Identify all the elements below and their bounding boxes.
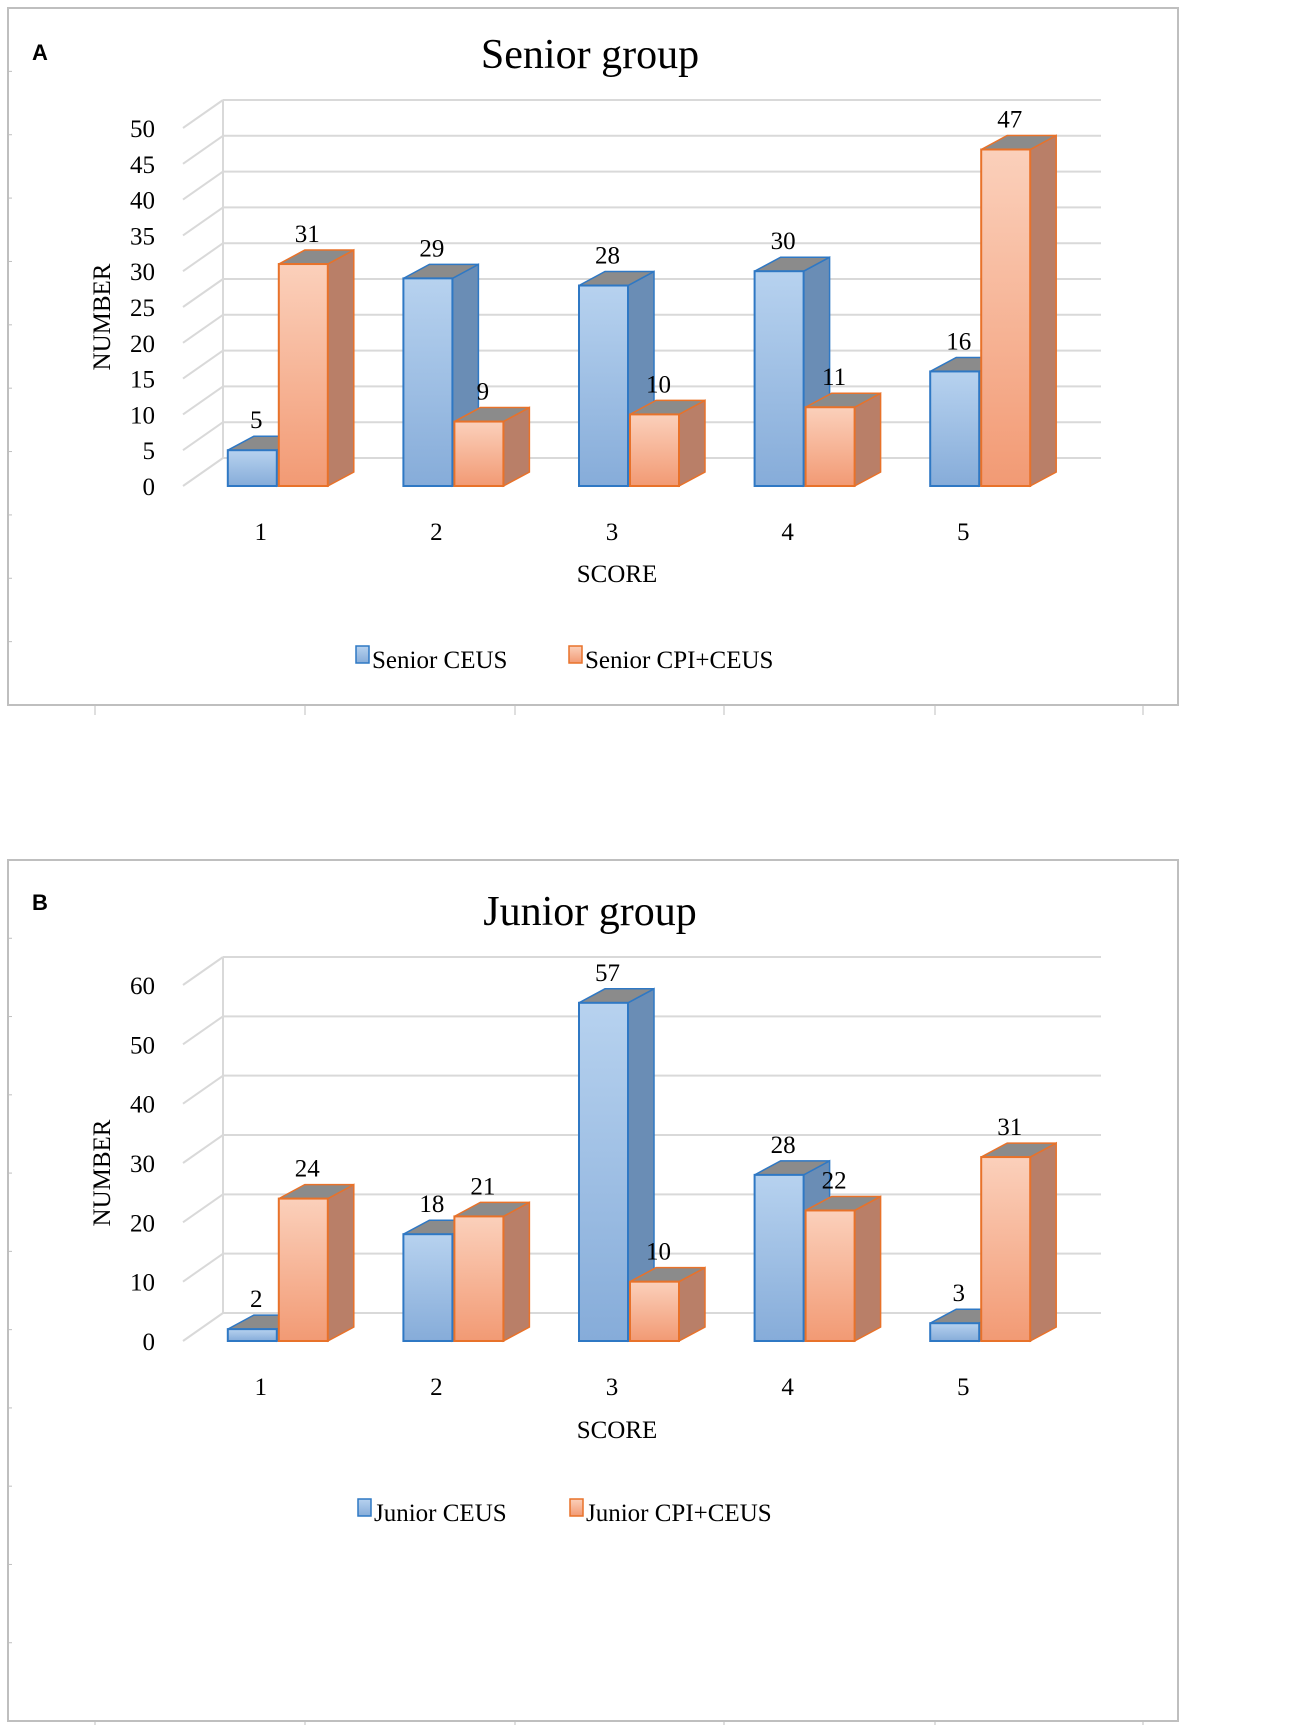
panel-label: B <box>32 890 48 915</box>
gridline-20 <box>182 313 1101 344</box>
bar-orange-4 <box>804 391 882 488</box>
legend-swatch <box>357 1498 372 1517</box>
gridline-10 <box>182 1252 1101 1283</box>
x-tick-label: 4 <box>781 519 794 546</box>
bar-orange-2 <box>453 406 531 488</box>
legend-swatch <box>568 645 583 664</box>
bar-orange-1 <box>277 248 355 488</box>
y-tick-label: 30 <box>130 1151 155 1178</box>
panel-label: A <box>32 40 48 65</box>
y-tick-label: 60 <box>130 973 155 1000</box>
gridline-45 <box>182 134 1101 165</box>
y-tick-label: 10 <box>130 402 155 429</box>
y-tick-label: 20 <box>130 331 155 358</box>
bar-blue-4 <box>753 255 831 488</box>
legend-swatch <box>569 1498 584 1517</box>
gridline-35 <box>182 206 1101 237</box>
y-tick-label: 45 <box>130 152 155 179</box>
data-label: 2 <box>250 1286 263 1313</box>
x-tick-label: 1 <box>255 1374 268 1401</box>
data-label: 10 <box>646 1239 671 1266</box>
y-tick-label: 35 <box>130 223 155 250</box>
data-label: 22 <box>822 1167 847 1194</box>
data-label: 28 <box>771 1132 796 1159</box>
bar-orange-2 <box>453 1201 531 1343</box>
data-label: 28 <box>595 243 620 270</box>
y-tick-label: 5 <box>143 438 156 465</box>
y-tick-label: 15 <box>130 367 155 394</box>
gridline-30 <box>182 242 1101 273</box>
data-label: 10 <box>646 371 671 398</box>
data-label: 31 <box>295 221 320 248</box>
bar-orange-1 <box>277 1183 355 1343</box>
y-tick-label: 40 <box>130 1092 155 1119</box>
x-tick-label: 1 <box>255 519 268 546</box>
y-tick-label: 50 <box>130 116 155 143</box>
y-tick-label: 40 <box>130 188 155 215</box>
bar-orange-3 <box>629 1266 706 1343</box>
legend-swatch <box>355 645 370 664</box>
data-label: 47 <box>997 106 1022 133</box>
data-label: 11 <box>822 364 846 391</box>
y-axis-label: NUMBER <box>89 1119 116 1226</box>
legend-item-cpi-ceus: Senior CPI+CEUS <box>568 645 773 674</box>
bar-orange-4 <box>804 1195 882 1343</box>
bar-orange-5 <box>980 1141 1057 1343</box>
y-tick-label: 25 <box>130 295 155 322</box>
gridline-40 <box>182 1074 1101 1105</box>
x-tick-label: 5 <box>957 1374 970 1401</box>
x-axis-label: SCORE <box>577 1417 658 1444</box>
legend-label: Senior CPI+CEUS <box>585 647 773 674</box>
x-axis-label: SCORE <box>577 561 658 588</box>
legend-item-ceus: Junior CEUS <box>357 1498 507 1527</box>
data-label: 9 <box>477 379 490 406</box>
y-axis-label: NUMBER <box>89 263 116 370</box>
x-tick-label: 2 <box>430 1374 443 1401</box>
gridline-50 <box>182 1015 1101 1046</box>
y-tick-label: 0 <box>143 1329 156 1356</box>
legend-label: Senior CEUS <box>372 647 507 674</box>
y-tick-label: 10 <box>130 1270 155 1297</box>
chart-title: Junior group <box>483 889 697 935</box>
legend-item-cpi-ceus: Junior CPI+CEUS <box>569 1498 772 1527</box>
gridline-20 <box>182 1193 1101 1224</box>
y-tick-label: 20 <box>130 1210 155 1237</box>
chart-panel-a: A Senior group05101520253035404550NUMBER1… <box>7 7 1179 715</box>
chart-panel-b: B Junior group0102030405060NUMBER12242182… <box>7 859 1179 1725</box>
x-tick-label: 5 <box>957 519 970 546</box>
bar-orange-5 <box>980 134 1057 488</box>
gridline-30 <box>182 1134 1101 1164</box>
data-label: 3 <box>952 1280 965 1307</box>
gridline-60 <box>182 956 1101 986</box>
gridline-25 <box>182 278 1101 308</box>
gridline-15 <box>182 349 1101 380</box>
legend-label: Junior CPI+CEUS <box>586 1500 772 1527</box>
data-label: 30 <box>771 228 796 255</box>
x-tick-label: 2 <box>430 519 443 546</box>
data-label: 29 <box>419 235 444 262</box>
chart-title: Senior group <box>481 32 699 78</box>
x-tick-label: 3 <box>606 1374 619 1401</box>
x-tick-label: 4 <box>781 1374 794 1401</box>
y-tick-label: 0 <box>143 474 156 501</box>
data-label: 24 <box>295 1156 321 1183</box>
data-label: 16 <box>946 328 971 355</box>
y-tick-label: 50 <box>130 1032 155 1059</box>
data-label: 57 <box>595 960 620 987</box>
bar-blue-3 <box>578 987 655 1343</box>
y-tick-label: 30 <box>130 259 155 286</box>
gridline-50 <box>182 99 1101 129</box>
gridline-40 <box>182 170 1101 201</box>
bar-orange-3 <box>629 399 706 488</box>
data-label: 5 <box>250 407 263 434</box>
legend-item-ceus: Senior CEUS <box>355 645 507 674</box>
legend-label: Junior CEUS <box>374 1500 507 1527</box>
data-label: 31 <box>997 1114 1022 1141</box>
x-tick-label: 3 <box>606 519 619 546</box>
data-label: 21 <box>470 1173 495 1200</box>
data-label: 18 <box>419 1191 444 1218</box>
